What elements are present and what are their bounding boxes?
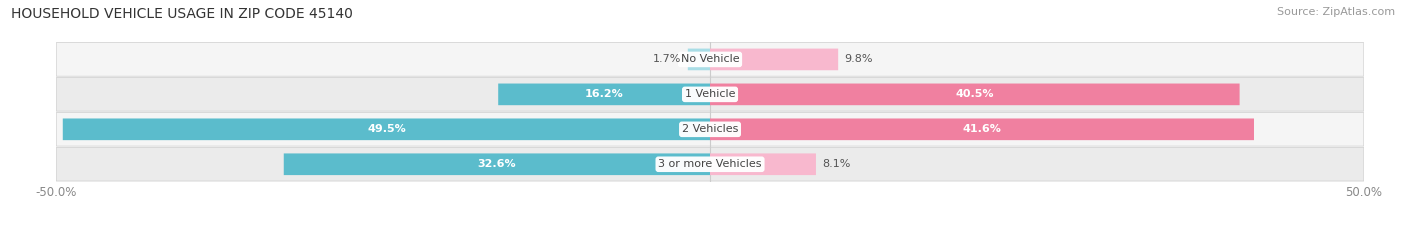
Text: 8.1%: 8.1% [823, 159, 851, 169]
FancyBboxPatch shape [710, 154, 815, 175]
FancyBboxPatch shape [63, 118, 710, 140]
FancyBboxPatch shape [498, 84, 710, 105]
Text: 41.6%: 41.6% [963, 124, 1001, 134]
FancyBboxPatch shape [710, 84, 1240, 105]
FancyBboxPatch shape [56, 43, 1364, 76]
Text: 1 Vehicle: 1 Vehicle [685, 89, 735, 99]
FancyBboxPatch shape [710, 49, 838, 70]
FancyBboxPatch shape [56, 113, 1364, 146]
Text: 2 Vehicles: 2 Vehicles [682, 124, 738, 134]
Text: 9.8%: 9.8% [845, 55, 873, 64]
Text: 1.7%: 1.7% [652, 55, 682, 64]
Text: HOUSEHOLD VEHICLE USAGE IN ZIP CODE 45140: HOUSEHOLD VEHICLE USAGE IN ZIP CODE 4514… [11, 7, 353, 21]
FancyBboxPatch shape [284, 154, 710, 175]
FancyBboxPatch shape [56, 147, 1364, 181]
Text: 3 or more Vehicles: 3 or more Vehicles [658, 159, 762, 169]
Text: 49.5%: 49.5% [367, 124, 406, 134]
FancyBboxPatch shape [56, 78, 1364, 111]
Text: 16.2%: 16.2% [585, 89, 623, 99]
Text: 32.6%: 32.6% [478, 159, 516, 169]
Text: No Vehicle: No Vehicle [681, 55, 740, 64]
Text: 40.5%: 40.5% [956, 89, 994, 99]
Text: Source: ZipAtlas.com: Source: ZipAtlas.com [1277, 7, 1395, 17]
FancyBboxPatch shape [710, 118, 1254, 140]
FancyBboxPatch shape [688, 49, 710, 70]
Legend: Owner-occupied, Renter-occupied: Owner-occupied, Renter-occupied [588, 230, 832, 233]
